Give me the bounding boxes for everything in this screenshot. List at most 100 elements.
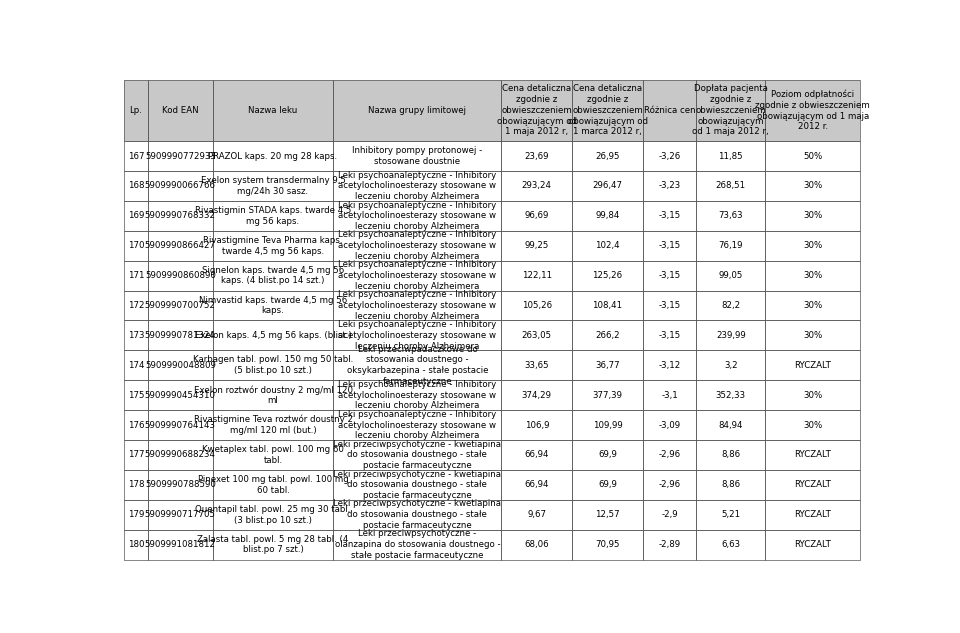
Bar	[501, 291, 572, 320]
Bar	[501, 530, 572, 560]
Bar	[643, 201, 696, 231]
Bar	[124, 141, 148, 171]
Text: Leki przeciwpadaczkowe do
stosowania doustnego -
oksykarbazepina - stałe postaci: Leki przeciwpadaczkowe do stosowania dou…	[347, 344, 489, 386]
Bar	[765, 141, 860, 171]
Bar	[124, 261, 148, 291]
Text: 173: 173	[128, 331, 144, 340]
Bar	[765, 440, 860, 470]
Bar	[643, 80, 696, 141]
Bar	[333, 80, 501, 141]
Bar	[213, 410, 333, 440]
Text: -3,12: -3,12	[659, 361, 681, 370]
Bar	[501, 201, 572, 231]
Bar	[213, 380, 333, 410]
Bar	[765, 201, 860, 231]
Text: 66,94: 66,94	[524, 480, 549, 489]
Text: Dopłata pacjenta
zgodnie z
obwieszczeniem
obowiązującym
od 1 maja 2012 r,: Dopłata pacjenta zgodnie z obwieszczenie…	[692, 84, 769, 137]
Text: -3,15: -3,15	[659, 301, 681, 310]
Bar	[501, 499, 572, 530]
Text: Leki przeciwpsychotyczne - kwetiapina
do stosowania doustnego - stałe
postacie f: Leki przeciwpsychotyczne - kwetiapina do…	[333, 470, 501, 500]
Bar	[213, 470, 333, 499]
Bar	[765, 320, 860, 350]
Text: 99,25: 99,25	[525, 241, 549, 250]
Text: 70,95: 70,95	[595, 540, 620, 549]
Bar	[501, 350, 572, 380]
Bar	[501, 141, 572, 171]
Bar	[696, 141, 765, 171]
Bar	[333, 320, 501, 350]
Bar	[213, 141, 333, 171]
Bar	[765, 261, 860, 291]
Bar	[765, 291, 860, 320]
Text: 30%: 30%	[804, 391, 823, 399]
Bar	[213, 171, 333, 201]
Text: 69,9: 69,9	[598, 480, 617, 489]
Bar	[124, 201, 148, 231]
Bar	[572, 171, 643, 201]
Bar	[333, 171, 501, 201]
Bar	[765, 231, 860, 261]
Text: 84,94: 84,94	[718, 420, 743, 430]
Bar	[124, 380, 148, 410]
Bar	[124, 291, 148, 320]
Bar	[213, 201, 333, 231]
Bar	[124, 530, 148, 560]
Text: 168: 168	[128, 182, 144, 191]
Text: 170: 170	[128, 241, 144, 250]
Bar	[124, 80, 148, 141]
Bar	[765, 380, 860, 410]
Bar	[643, 410, 696, 440]
Bar	[213, 231, 333, 261]
Text: Rivastigmine Teva roztwór doustny 2
mg/ml 120 ml (but.): Rivastigmine Teva roztwór doustny 2 mg/m…	[194, 415, 352, 435]
Text: 82,2: 82,2	[721, 301, 740, 310]
Bar	[765, 171, 860, 201]
Bar	[501, 201, 572, 231]
Bar	[696, 171, 765, 201]
Text: 180: 180	[128, 540, 144, 549]
Bar	[696, 380, 765, 410]
Bar	[213, 350, 333, 380]
Bar	[213, 231, 333, 261]
Bar	[643, 410, 696, 440]
Text: 5909990768332: 5909990768332	[145, 211, 216, 220]
Bar	[765, 80, 860, 141]
Text: 5909990866427: 5909990866427	[145, 241, 216, 250]
Text: 33,65: 33,65	[524, 361, 549, 370]
Text: RYCZALT: RYCZALT	[794, 451, 831, 460]
Text: RYCZALT: RYCZALT	[794, 510, 831, 519]
Bar	[333, 201, 501, 231]
Bar	[572, 141, 643, 171]
Bar	[572, 470, 643, 499]
Bar	[696, 530, 765, 560]
Bar	[696, 499, 765, 530]
Text: Exelon system transdermalny 9,5
mg/24h 30 sasz.: Exelon system transdermalny 9,5 mg/24h 3…	[201, 176, 346, 196]
Bar	[572, 410, 643, 440]
Bar	[643, 231, 696, 261]
Bar	[213, 80, 333, 141]
Bar	[501, 380, 572, 410]
Bar	[501, 320, 572, 350]
Text: Kod EAN: Kod EAN	[162, 106, 199, 115]
Text: 30%: 30%	[804, 241, 823, 250]
Text: 5909990066766: 5909990066766	[145, 182, 216, 191]
Bar	[333, 410, 501, 440]
Bar	[501, 231, 572, 261]
Text: 30%: 30%	[804, 331, 823, 340]
Bar	[643, 499, 696, 530]
Bar	[643, 261, 696, 291]
Bar	[148, 80, 213, 141]
Bar	[696, 201, 765, 231]
Bar	[501, 320, 572, 350]
Bar	[213, 171, 333, 201]
Text: 8,86: 8,86	[721, 451, 740, 460]
Bar	[501, 440, 572, 470]
Bar	[572, 499, 643, 530]
Bar	[213, 320, 333, 350]
Text: 5909990860890: 5909990860890	[145, 271, 216, 280]
Bar	[696, 231, 765, 261]
Text: Rivastigmine Teva Pharma kaps.
twarde 4,5 mg 56 kaps.: Rivastigmine Teva Pharma kaps. twarde 4,…	[204, 236, 343, 256]
Bar	[333, 470, 501, 499]
Text: 30%: 30%	[804, 182, 823, 191]
Bar	[643, 141, 696, 171]
Bar	[333, 499, 501, 530]
